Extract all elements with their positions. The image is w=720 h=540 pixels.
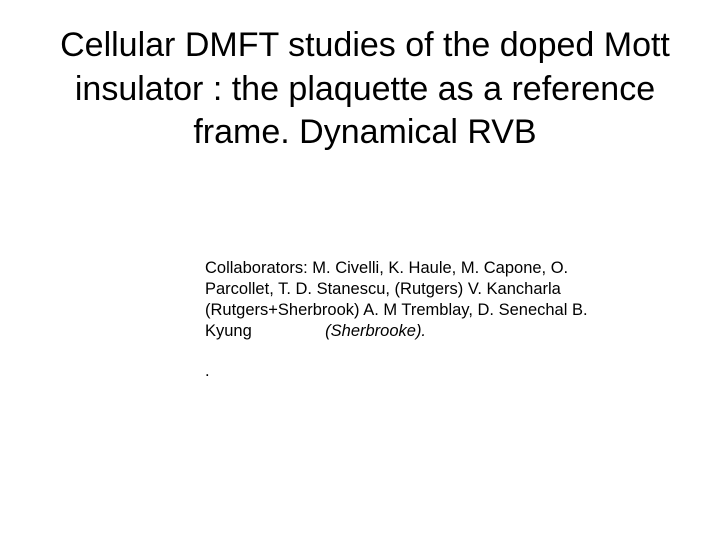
collaborators-block: Collaborators: M. Civelli, K. Haule, M. … bbox=[205, 258, 625, 342]
slide-title: Cellular DMFT studies of the doped Mott … bbox=[30, 24, 700, 155]
trailing-dot: . bbox=[205, 362, 210, 381]
collaborators-affiliation-italic: (Sherbrooke). bbox=[325, 322, 426, 340]
